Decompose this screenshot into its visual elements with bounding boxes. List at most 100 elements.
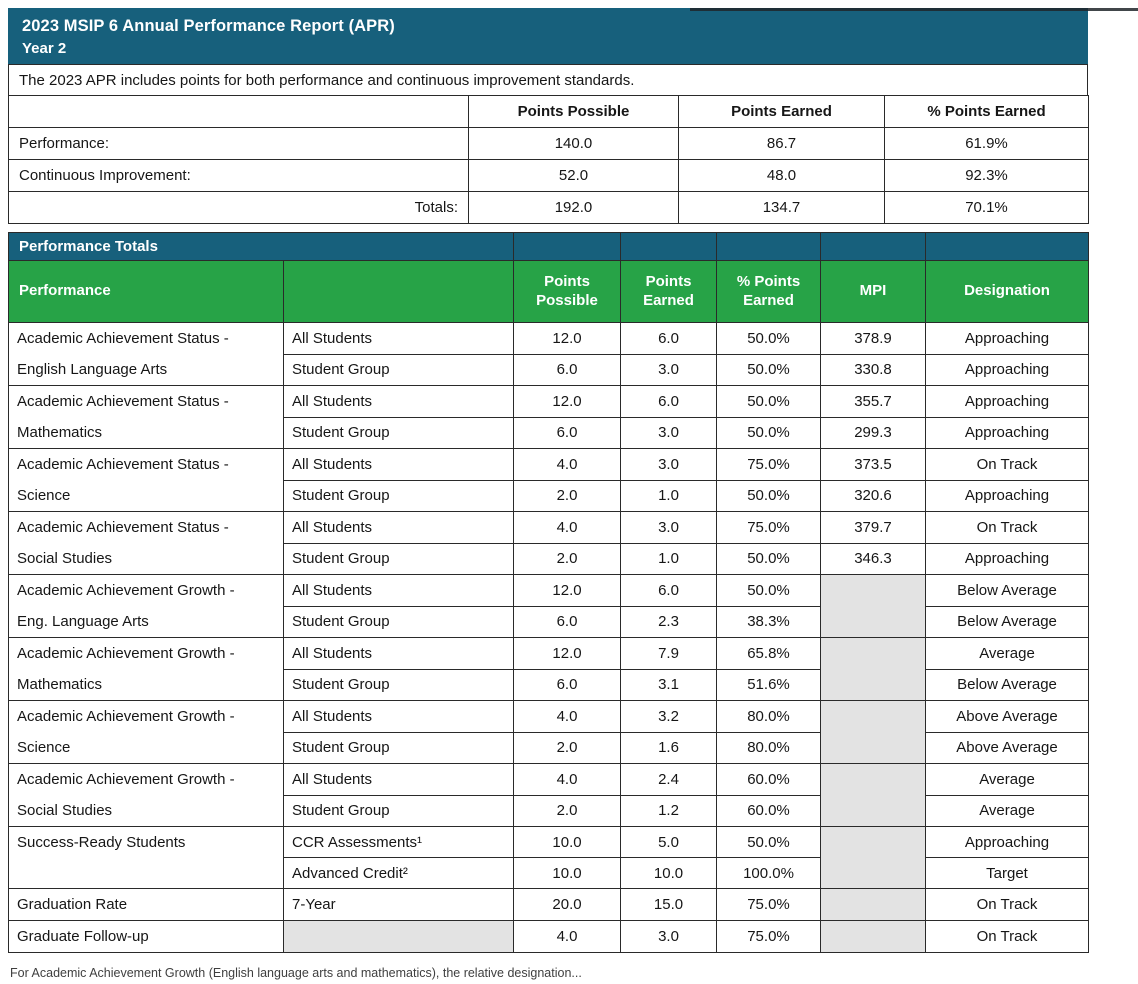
points-possible-cell: 2.0 xyxy=(513,542,621,575)
perf-col-header-performance: Performance xyxy=(8,260,284,323)
report-header: 2023 MSIP 6 Annual Performance Report (A… xyxy=(8,8,1088,64)
pct-earned-cell: 70.1% xyxy=(884,191,1089,224)
points-possible-cell: 52.0 xyxy=(468,159,679,192)
category-cell: Academic Achievement Status - English La… xyxy=(8,322,284,386)
report-page: 2023 MSIP 6 Annual Performance Report (A… xyxy=(8,8,1089,980)
group-cell: Student Group xyxy=(283,353,514,386)
points-possible-cell: 2.0 xyxy=(513,731,621,764)
table-row: Success-Ready Students CCR Assessments¹ … xyxy=(8,826,1089,889)
table-row: Student Group 6.0 3.0 50.0% 330.8 Approa… xyxy=(9,353,1089,386)
table-row: Academic Achievement Status - English La… xyxy=(8,322,1089,386)
performance-totals-bar-cell xyxy=(716,232,821,261)
summary-col-header-blank xyxy=(8,95,469,128)
pct-earned-cell: 50.0% xyxy=(716,542,821,575)
designation-cell: Approaching xyxy=(925,826,1089,858)
summary-row-totals: Totals: 192.0 134.7 70.1% xyxy=(8,191,1089,224)
pct-earned-cell: 51.6% xyxy=(716,668,821,701)
designation-cell: Below Average xyxy=(925,668,1089,701)
report-title: 2023 MSIP 6 Annual Performance Report (A… xyxy=(22,17,395,35)
points-possible-cell: 140.0 xyxy=(468,127,679,160)
points-earned-cell: 3.1 xyxy=(620,668,717,701)
designation-cell: Average xyxy=(925,794,1089,827)
points-earned-cell: 2.3 xyxy=(620,605,717,638)
pct-earned-cell: 50.0% xyxy=(716,479,821,512)
points-possible-cell: 192.0 xyxy=(468,191,679,224)
designation-cell: On Track xyxy=(925,511,1089,544)
summary-col-header-pct-earned: % Points Earned xyxy=(884,95,1089,128)
group-cell: Advanced Credit² xyxy=(283,857,514,889)
points-possible-cell: 20.0 xyxy=(513,888,621,921)
group-cell: CCR Assessments¹ xyxy=(283,826,514,858)
pct-earned-cell: 100.0% xyxy=(716,857,821,889)
pct-earned-cell: 75.0% xyxy=(716,888,821,921)
points-possible-cell: 6.0 xyxy=(513,668,621,701)
intro-text: The 2023 APR includes points for both pe… xyxy=(8,64,1088,96)
points-possible-cell: 12.0 xyxy=(513,574,621,607)
summary-table: Points Possible Points Earned % Points E… xyxy=(8,95,1089,224)
pct-earned-cell: 61.9% xyxy=(884,127,1089,160)
category-cell: Academic Achievement Growth - Eng. Langu… xyxy=(8,574,284,638)
pct-earned-cell: 38.3% xyxy=(716,605,821,638)
designation-cell: Average xyxy=(925,763,1089,796)
group-cell: Student Group xyxy=(283,731,514,764)
pct-earned-cell: 75.0% xyxy=(716,511,821,544)
designation-cell: On Track xyxy=(925,448,1089,481)
mpi-cell: 330.8 xyxy=(820,353,926,386)
designation-cell: Target xyxy=(925,857,1089,889)
points-possible-cell: 2.0 xyxy=(513,479,621,512)
points-earned-cell: 10.0 xyxy=(620,857,717,889)
mpi-cell-shaded xyxy=(820,826,926,889)
designation-cell: Below Average xyxy=(925,574,1089,607)
points-earned-cell: 15.0 xyxy=(620,888,717,921)
points-possible-cell: 2.0 xyxy=(513,794,621,827)
performance-totals-bar-cell xyxy=(925,232,1089,261)
category-cell: Academic Achievement Growth - Mathematic… xyxy=(8,637,284,701)
points-earned-cell: 1.0 xyxy=(620,542,717,575)
group-cell: All Students xyxy=(283,700,514,733)
group-cell: 7-Year xyxy=(283,888,514,921)
category-cell: Graduate Follow-up xyxy=(8,920,284,953)
points-possible-cell: 4.0 xyxy=(513,511,621,544)
category-cell: Academic Achievement Status - Mathematic… xyxy=(8,385,284,449)
summary-header-row: Points Possible Points Earned % Points E… xyxy=(8,95,1089,128)
points-earned-cell: 3.2 xyxy=(620,700,717,733)
pct-earned-cell: 92.3% xyxy=(884,159,1089,192)
pct-earned-cell: 50.0% xyxy=(716,574,821,607)
designation-cell: Approaching xyxy=(925,353,1089,386)
table-row: Student Group 2.0 1.6 80.0% Above Averag… xyxy=(9,731,1089,764)
points-possible-cell: 12.0 xyxy=(513,385,621,418)
table-row: Academic Achievement Status - Mathematic… xyxy=(8,385,1089,449)
mpi-cell-shaded xyxy=(820,637,926,701)
group-cell: All Students xyxy=(283,385,514,418)
points-earned-cell: 3.0 xyxy=(620,353,717,386)
mpi-cell-shaded xyxy=(820,763,926,827)
summary-row-label: Continuous Improvement: xyxy=(8,159,469,192)
group-cell: All Students xyxy=(283,322,514,355)
pct-earned-cell: 60.0% xyxy=(716,763,821,796)
table-row: Student Group 6.0 3.1 51.6% Below Averag… xyxy=(9,668,1089,701)
mpi-cell: 379.7 xyxy=(820,511,926,544)
designation-cell: Approaching xyxy=(925,416,1089,449)
designation-cell: Approaching xyxy=(925,542,1089,575)
group-cell: Student Group xyxy=(283,542,514,575)
designation-cell: Below Average xyxy=(925,605,1089,638)
pct-earned-cell: 65.8% xyxy=(716,637,821,670)
perf-col-header-designation: Designation xyxy=(925,260,1089,323)
pct-earned-cell: 50.0% xyxy=(716,322,821,355)
group-cell: Student Group xyxy=(283,416,514,449)
group-cell: All Students xyxy=(283,511,514,544)
category-cell: Academic Achievement Growth - Science xyxy=(8,700,284,764)
mpi-cell: 299.3 xyxy=(820,416,926,449)
designation-cell: On Track xyxy=(925,888,1089,921)
group-cell: All Students xyxy=(283,763,514,796)
summary-row-continuous-improvement: Continuous Improvement: 52.0 48.0 92.3% xyxy=(8,159,1089,192)
mpi-cell-shaded xyxy=(820,920,926,953)
designation-cell: Approaching xyxy=(925,479,1089,512)
perf-col-header-blank xyxy=(283,260,514,323)
pct-earned-cell: 80.0% xyxy=(716,731,821,764)
pct-earned-cell: 75.0% xyxy=(716,448,821,481)
performance-table: Performance Totals Performance Points Po… xyxy=(8,232,1089,953)
points-possible-cell: 6.0 xyxy=(513,353,621,386)
points-possible-cell: 4.0 xyxy=(513,448,621,481)
summary-col-header-points-possible: Points Possible xyxy=(468,95,679,128)
